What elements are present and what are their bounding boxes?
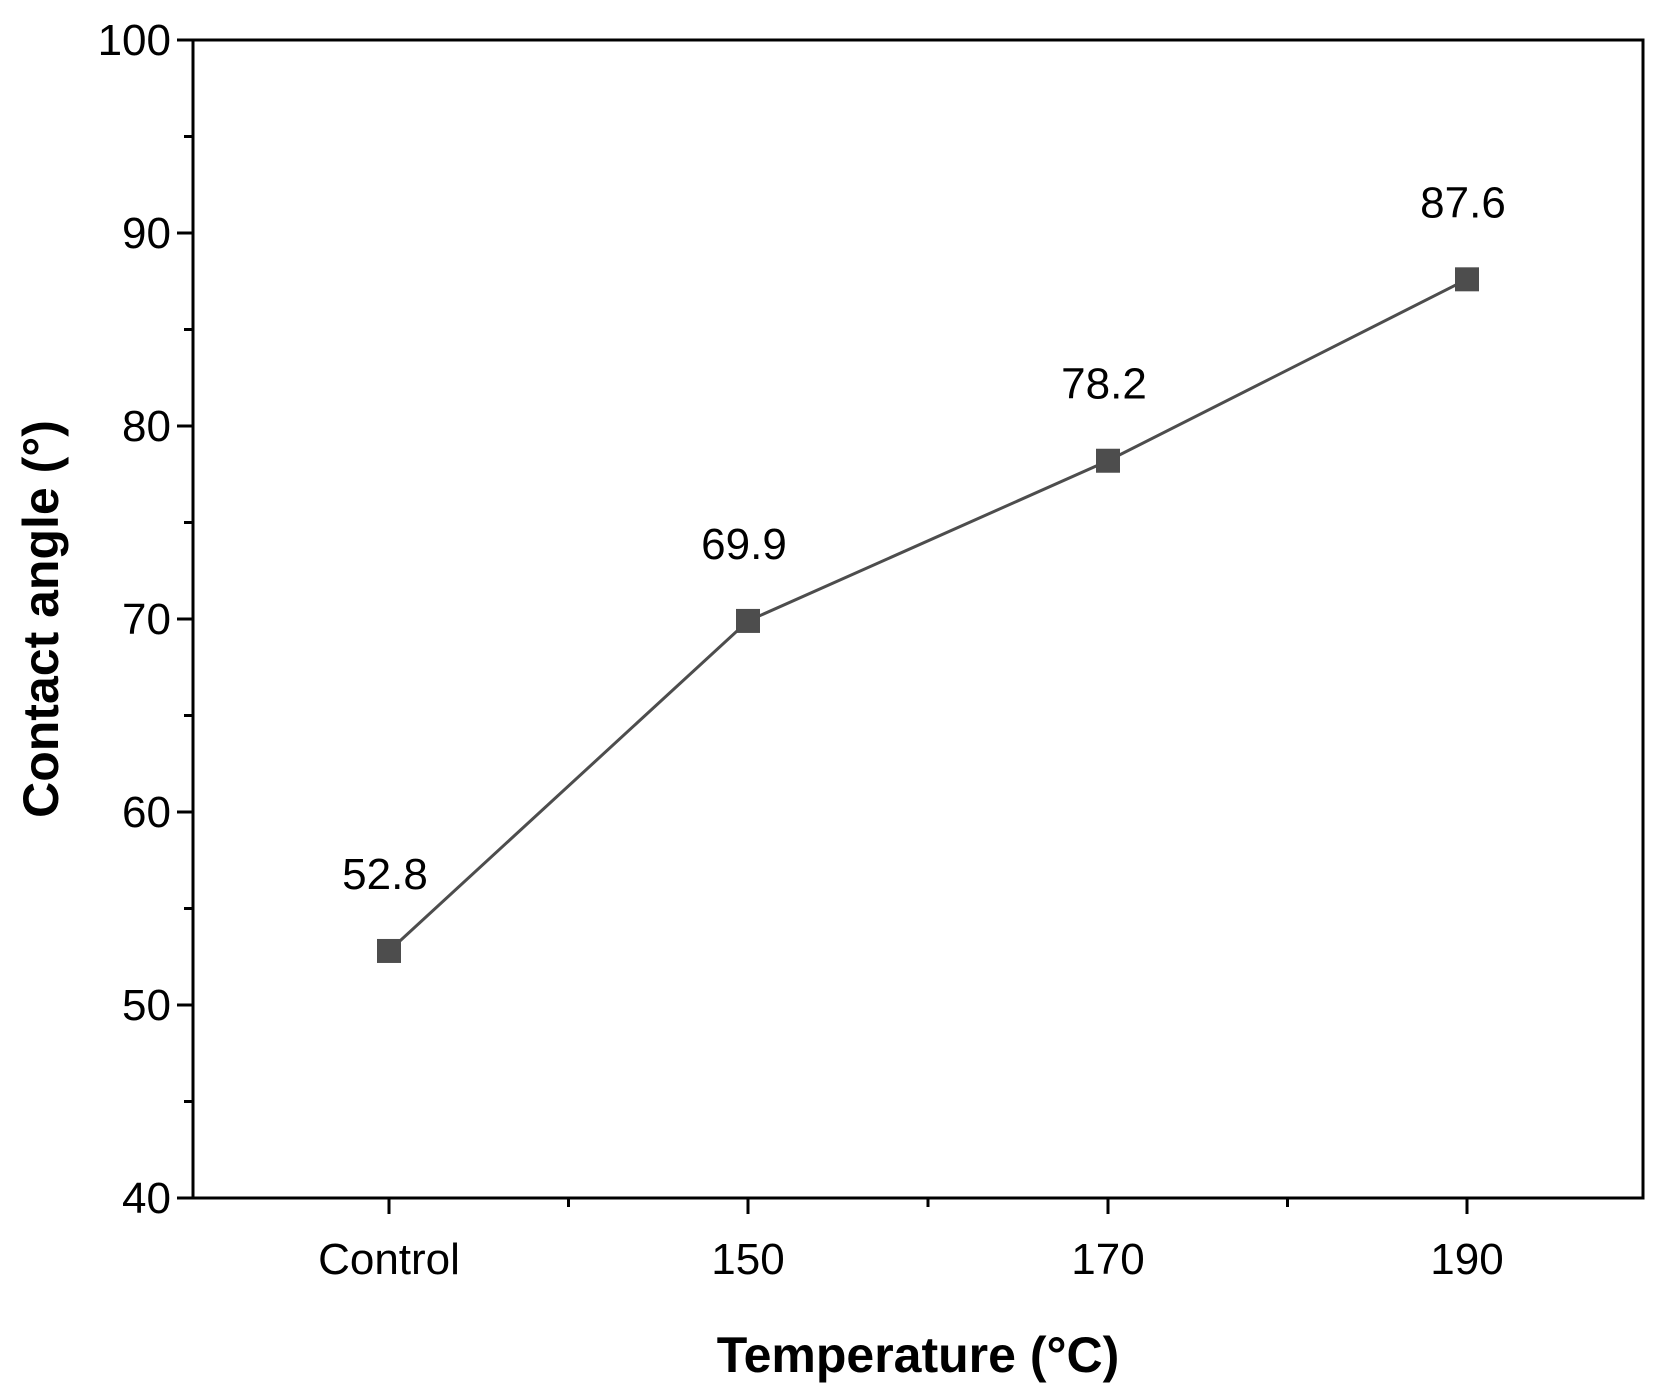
y-axis-title: Contact angle (°)	[13, 420, 69, 818]
y-tick-label: 100	[98, 16, 171, 65]
x-axis-title: Temperature (°C)	[717, 1327, 1119, 1383]
data-point-marker	[736, 608, 760, 633]
x-tick-label: Control	[318, 1235, 460, 1284]
y-tick-label: 60	[122, 788, 171, 837]
data-label: 52.8	[342, 850, 428, 899]
x-tick-label: 190	[1430, 1235, 1503, 1284]
x-axis-ticks: Control 150 170 190	[318, 1198, 1504, 1284]
x-tick-label: 150	[711, 1235, 784, 1284]
y-tick-label: 40	[122, 1174, 171, 1223]
y-axis-ticks: 40 50 60 70 80 90 100	[98, 16, 193, 1223]
data-label: 87.6	[1420, 178, 1506, 227]
y-tick-label: 50	[122, 981, 171, 1030]
series-line	[387, 277, 1468, 953]
data-point-marker	[377, 938, 401, 963]
series-layer: 52.8 69.9 78.2 87.6	[342, 178, 1506, 963]
data-point-marker	[1455, 267, 1479, 292]
y-tick-label: 90	[122, 209, 171, 258]
data-point-marker	[1096, 448, 1120, 473]
data-label: 69.9	[701, 520, 787, 569]
y-tick-label: 80	[122, 402, 171, 451]
data-label: 78.2	[1061, 360, 1147, 409]
x-tick-label: 170	[1071, 1235, 1144, 1284]
y-tick-label: 70	[122, 595, 171, 644]
